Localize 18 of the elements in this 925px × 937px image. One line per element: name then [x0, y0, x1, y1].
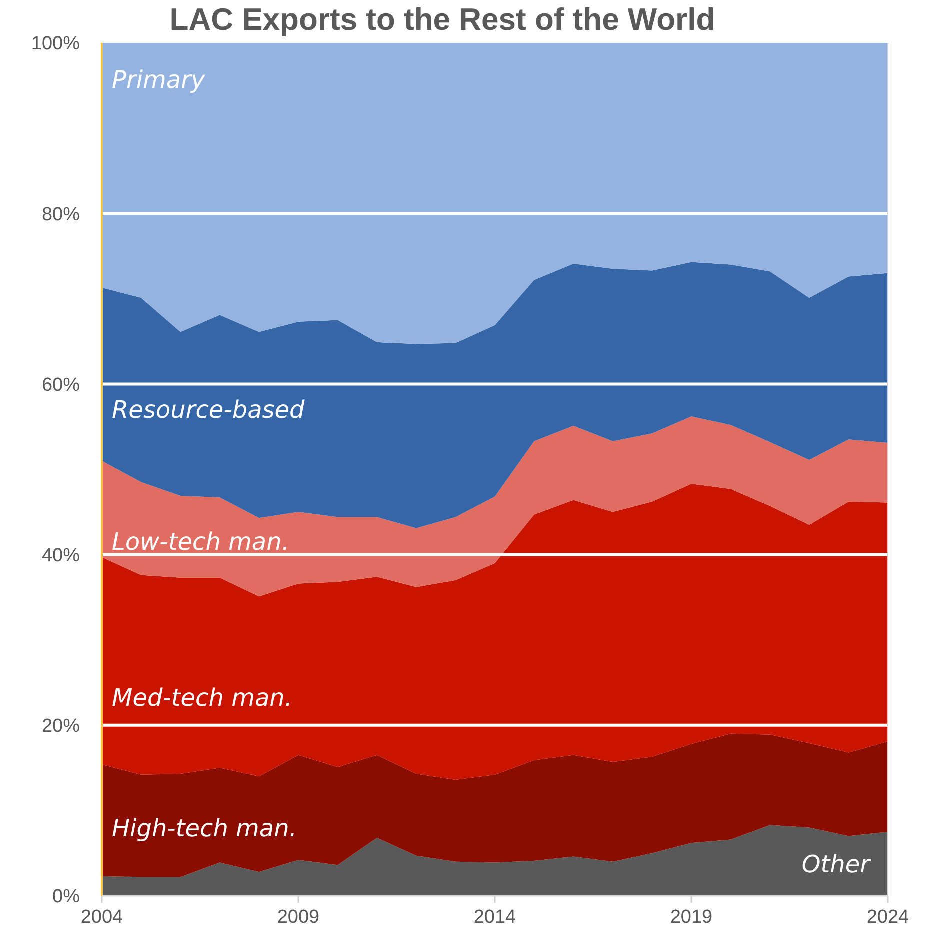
series-label: Primary	[112, 66, 206, 94]
y-tick-label: 0%	[52, 886, 80, 908]
x-tick-label: 2014	[474, 907, 517, 928]
series-label: Low-tech man.	[112, 528, 290, 556]
x-tick-label: 2004	[80, 907, 124, 928]
y-tick-label: 40%	[42, 545, 80, 566]
series-label: High-tech man.	[112, 814, 297, 843]
x-tick-label: 2024	[866, 907, 910, 928]
y-tick-label: 20%	[42, 716, 80, 738]
series-label: Other	[802, 850, 872, 878]
x-tick-label: 2009	[277, 907, 320, 928]
series-label: Med-tech man.	[112, 684, 293, 712]
y-tick-label: 80%	[42, 204, 80, 226]
y-tick-label: 60%	[42, 374, 80, 396]
x-tick-label: 2019	[670, 907, 713, 928]
series-label: Resource-based	[112, 396, 306, 424]
y-tick-label: 100%	[31, 34, 80, 55]
chart-title: LAC Exports to the Rest of the World	[170, 2, 716, 37]
